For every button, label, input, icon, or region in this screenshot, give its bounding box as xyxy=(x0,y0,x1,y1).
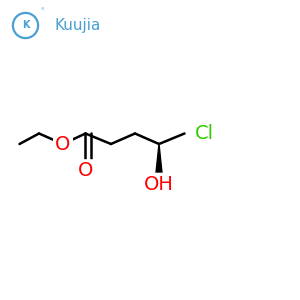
Polygon shape xyxy=(156,144,162,176)
Text: O: O xyxy=(55,134,71,154)
Text: OH: OH xyxy=(144,175,174,194)
Text: Cl: Cl xyxy=(194,124,214,143)
Text: Kuujia: Kuujia xyxy=(55,18,101,33)
Text: K: K xyxy=(22,20,29,31)
Text: O: O xyxy=(78,161,93,181)
Text: °: ° xyxy=(40,8,44,14)
